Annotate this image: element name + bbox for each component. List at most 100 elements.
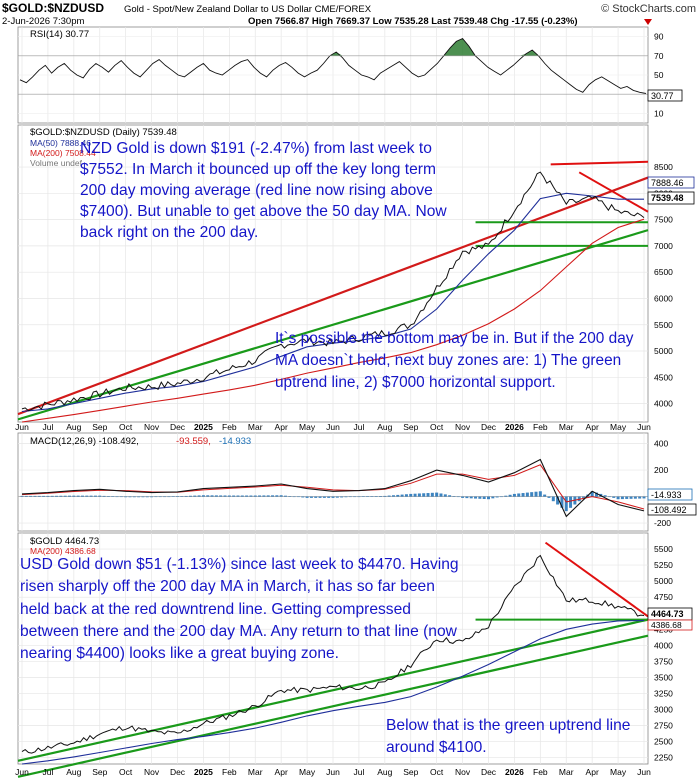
x-tick-label-bottom: May bbox=[610, 767, 627, 777]
usd-y-tick: 3750 bbox=[654, 656, 673, 666]
x-tick-label-bottom: 2026 bbox=[505, 767, 524, 777]
macd-histogram-bar bbox=[564, 496, 568, 512]
x-tick-label-mid: Sep bbox=[403, 422, 418, 432]
macd-main-badge: -108.492 bbox=[651, 505, 687, 515]
nzd-layer bbox=[17, 160, 649, 423]
nzd-note2-box: It`s possible the bottom may be in. But … bbox=[275, 330, 633, 391]
x-tick-label-bottom: Jun bbox=[326, 767, 340, 777]
x-tick-label-bottom: Feb bbox=[533, 767, 548, 777]
nzd-legend-ma200: MA(200) 7508.44 bbox=[30, 148, 96, 158]
macd-histogram-bar bbox=[33, 495, 37, 497]
x-tick-label-bottom: Oct bbox=[430, 767, 444, 777]
nzd-ma200-line bbox=[21, 218, 645, 423]
macd-histogram-bar bbox=[409, 493, 413, 497]
macd-histogram-bar bbox=[309, 496, 313, 498]
macd-label-hist: -14.933 bbox=[219, 436, 251, 447]
macd-histogram-bar bbox=[167, 496, 171, 498]
macd-histogram-bar bbox=[201, 495, 205, 497]
macd-histogram-bar bbox=[193, 495, 197, 497]
x-tick-label-bottom: Mar bbox=[559, 767, 574, 777]
macd-histogram-bar bbox=[616, 496, 620, 500]
x-tick-label-mid: Nov bbox=[455, 422, 471, 432]
macd-histogram-bar bbox=[258, 495, 262, 497]
macd-histogram-bar bbox=[603, 495, 607, 497]
nzd-red-uptrend-line bbox=[17, 176, 649, 416]
macd-histogram-bar bbox=[512, 493, 516, 497]
macd-histogram-bar bbox=[184, 495, 188, 497]
x-tick-label-mid: 2025 bbox=[194, 422, 213, 432]
x-tick-label-mid: May bbox=[610, 422, 627, 432]
usd-red-downtrend-line bbox=[544, 541, 649, 618]
x-tick-label-bottom: Dec bbox=[481, 767, 497, 777]
macd-histogram-bar bbox=[422, 493, 426, 497]
macd-histogram-bar bbox=[76, 495, 80, 497]
usd-y-tick: 5000 bbox=[654, 576, 673, 586]
x-tick-label-bottom: Jul bbox=[353, 767, 364, 777]
macd-histogram-bar bbox=[525, 492, 529, 497]
macd-histogram-bar bbox=[521, 493, 525, 497]
macd-histogram-bar bbox=[335, 496, 339, 498]
macd-histogram-bar bbox=[465, 496, 469, 499]
macd-histogram-bar bbox=[288, 496, 292, 497]
x-tick-label-mid: Feb bbox=[533, 422, 548, 432]
x-tick-label-bottom: Jun bbox=[637, 767, 651, 777]
macd-histogram-bar bbox=[98, 495, 102, 497]
rsi-y-tick: 90 bbox=[654, 32, 664, 42]
usd-y-tick: 2750 bbox=[654, 721, 673, 731]
x-tick-label-mid: Dec bbox=[481, 422, 497, 432]
nzd-y-tick: 5000 bbox=[654, 346, 673, 356]
x-tick-label-bottom: Aug bbox=[377, 767, 392, 777]
macd-histogram-bar bbox=[396, 494, 400, 497]
x-tick-label-bottom: Aug bbox=[66, 767, 81, 777]
macd-histogram-bar bbox=[72, 495, 76, 497]
macd-histogram-bar bbox=[590, 491, 594, 497]
x-tick-label-mid: Jul bbox=[353, 422, 364, 432]
macd-histogram-bar bbox=[171, 496, 175, 497]
x-tick-label-bottom: Jul bbox=[42, 767, 53, 777]
nzd-red-horizontal-line bbox=[550, 160, 649, 166]
nzd-red-downtrend-line bbox=[578, 171, 649, 213]
usd-y-tick: 3500 bbox=[654, 672, 673, 682]
macd-histogram-bar bbox=[245, 495, 249, 497]
nzd-note1-box: NZD Gold is down $191 (-2.47%) from last… bbox=[80, 140, 447, 241]
macd-histogram-bar bbox=[379, 496, 383, 497]
macd-histogram-bar bbox=[55, 495, 59, 497]
macd-hist-badge: -14.933 bbox=[651, 490, 682, 500]
x-tick-label-mid: Apr bbox=[586, 422, 599, 432]
macd-histogram-bar bbox=[301, 496, 305, 498]
chart-date: 2-Jun-2026 7:30pm bbox=[2, 16, 84, 27]
rsi-label: RSI(14) 30.77 bbox=[30, 29, 89, 40]
usd-ma-badge: 4386.68 bbox=[651, 620, 682, 630]
macd-histogram-bar bbox=[538, 491, 542, 497]
macd-histogram-bar bbox=[474, 496, 478, 499]
macd-histogram-bar bbox=[63, 495, 67, 497]
macd-histogram-bar bbox=[93, 495, 97, 497]
nzd-y-tick: 4500 bbox=[654, 372, 673, 382]
macd-histogram-bar bbox=[227, 495, 231, 497]
macd-histogram-bar bbox=[478, 496, 482, 499]
macd-histogram-bar bbox=[331, 496, 335, 498]
macd-histogram-bar bbox=[163, 496, 167, 498]
macd-histogram-bar bbox=[24, 495, 28, 497]
macd-histogram-bar bbox=[582, 496, 586, 498]
rsi-y-tick: 70 bbox=[654, 51, 664, 61]
macd-histogram-bar bbox=[469, 496, 473, 499]
macd-histogram-bar bbox=[625, 496, 629, 499]
macd-histogram-bar bbox=[487, 496, 490, 500]
usd-y-tick: 5500 bbox=[654, 544, 673, 554]
macd-histogram-bar bbox=[642, 496, 646, 499]
macd-histogram-bar bbox=[158, 496, 162, 498]
macd-histogram-bar bbox=[137, 496, 141, 498]
macd-histogram-bar bbox=[344, 496, 348, 498]
macd-histogram-bar bbox=[461, 496, 465, 498]
macd-histogram-bar bbox=[68, 495, 72, 497]
macd-histogram-bar bbox=[275, 495, 279, 497]
x-tick-label-mid: Jun bbox=[326, 422, 340, 432]
nzd-note1: NZD Gold is down $191 (-2.47%) from last… bbox=[80, 140, 447, 241]
macd-histogram-bar bbox=[629, 496, 633, 499]
macd-signal-line bbox=[21, 464, 645, 510]
x-tick-label-bottom: 2025 bbox=[194, 767, 213, 777]
macd-histogram-bar bbox=[426, 493, 430, 497]
macd-histogram-bar bbox=[154, 496, 158, 498]
macd-histogram-bar bbox=[551, 496, 555, 502]
